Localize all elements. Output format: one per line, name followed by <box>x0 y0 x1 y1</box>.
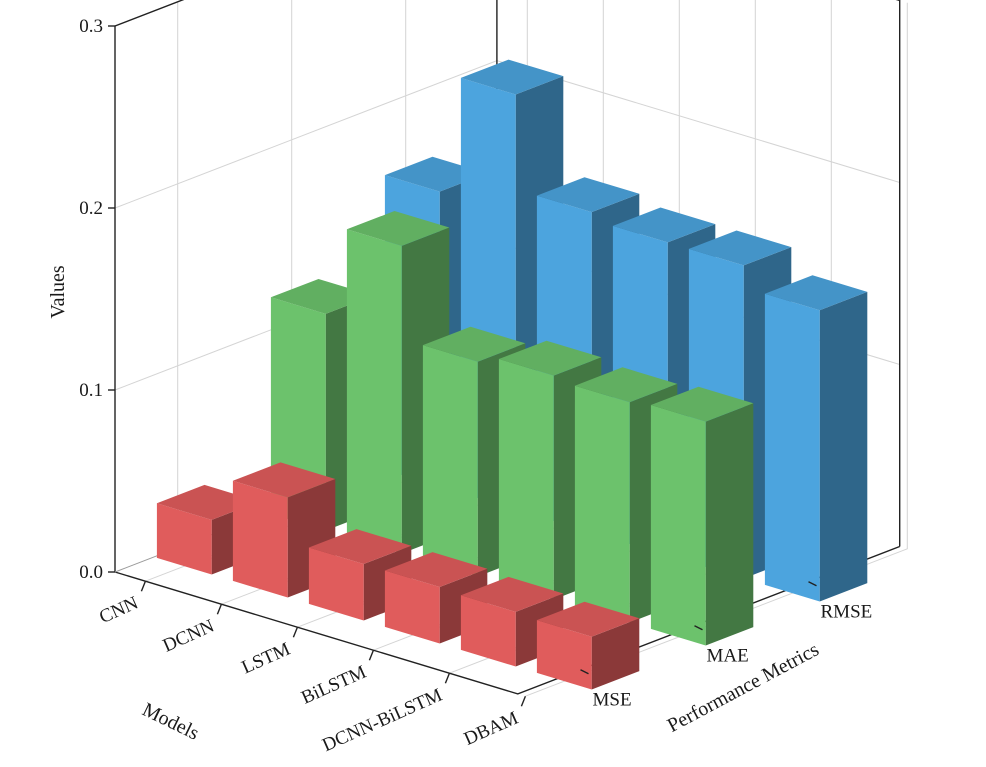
x-axis-title: Models <box>139 699 203 745</box>
bar-front <box>574 385 630 623</box>
bar-mse-dbam <box>536 601 640 690</box>
bar-top <box>460 576 564 612</box>
bar-top <box>422 326 526 362</box>
bar-top <box>536 601 640 637</box>
bar-mae-dcnn <box>346 211 450 554</box>
model-tick-label: CNN <box>96 592 141 628</box>
bar-front <box>156 503 212 575</box>
bar-top <box>346 211 450 246</box>
bar-front <box>422 345 478 577</box>
value-tick-label: 0.2 <box>79 198 103 219</box>
bar-top <box>384 552 488 587</box>
bar-top <box>498 340 602 376</box>
bar-front <box>346 229 402 554</box>
metric-tick <box>580 669 589 675</box>
model-tick <box>140 580 147 592</box>
bar-top <box>574 367 678 403</box>
frame-floor <box>114 545 900 695</box>
gridline-model <box>525 2 908 697</box>
bar-top <box>232 462 336 498</box>
model-tick-label: DCNN-BiLSTM <box>319 685 445 757</box>
bar-top <box>650 386 754 422</box>
bar-front <box>764 293 820 602</box>
bar-top <box>460 59 564 95</box>
model-tick <box>520 695 527 707</box>
frame-top <box>114 0 901 547</box>
bar-rmse-dbam <box>764 275 868 602</box>
value-tick-label: 0.3 <box>79 16 103 37</box>
bar-top <box>688 230 792 266</box>
metric-tick-label: MSE <box>593 690 632 711</box>
model-tick-label: DCNN <box>160 615 218 656</box>
metric-tick-label: MAE <box>707 646 749 667</box>
model-tick-label: DBAM <box>461 708 522 750</box>
metric-tick <box>694 625 703 631</box>
bar-front <box>460 595 516 667</box>
bar-side <box>819 291 868 602</box>
bar-top <box>308 529 412 564</box>
model-tick-label: BiLSTM <box>298 662 369 709</box>
bar-top <box>536 177 640 213</box>
bar-side <box>591 618 640 690</box>
model-tick <box>368 649 375 661</box>
model-tick <box>216 603 223 615</box>
bar-front <box>232 480 288 598</box>
value-tick-label: 0.1 <box>79 380 103 401</box>
bar-side <box>705 403 754 646</box>
y-axis-title: Values <box>47 265 69 319</box>
bar-mae-dbam <box>650 386 754 646</box>
metric-tick <box>808 581 817 587</box>
metric-tick-label: RMSE <box>821 602 873 623</box>
bars-group <box>156 59 868 690</box>
bar-front <box>384 570 440 644</box>
bar-front <box>498 359 554 600</box>
bar-front <box>308 547 364 621</box>
model-tick <box>292 626 299 638</box>
bar-front <box>536 620 592 690</box>
model-tick-label: LSTM <box>239 639 294 679</box>
bar-top <box>612 207 716 243</box>
value-tick-label: 0.0 <box>79 562 103 583</box>
bar-mse-dcnn <box>232 462 336 598</box>
bar-front <box>650 405 706 646</box>
model-tick <box>444 672 451 684</box>
bar-top <box>764 275 868 311</box>
